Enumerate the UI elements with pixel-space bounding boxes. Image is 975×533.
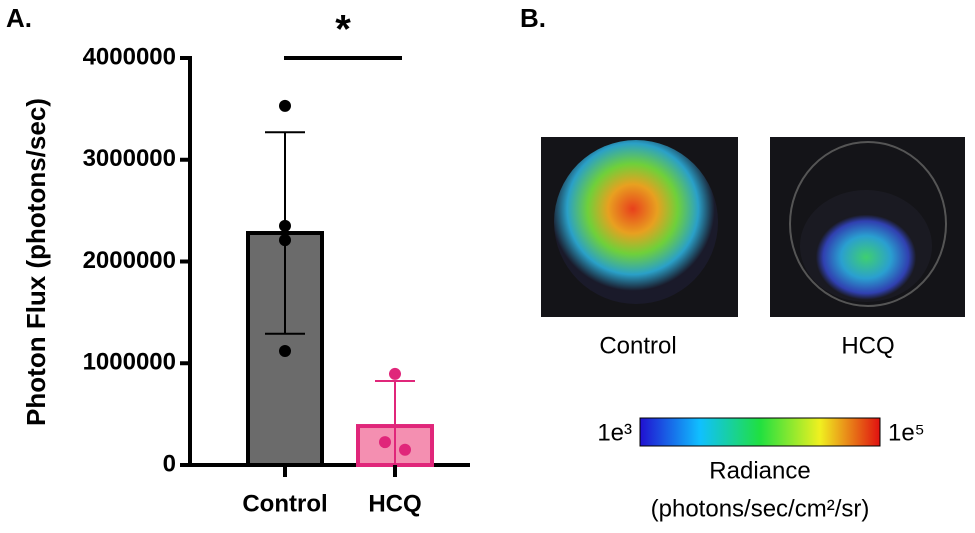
- data-point: [279, 219, 291, 232]
- data-point: [279, 99, 291, 112]
- colorbar-title: Radiance: [709, 457, 810, 484]
- y-tick-label: 2000000: [83, 247, 176, 274]
- colorbar-max: 1e⁵: [888, 419, 925, 446]
- data-point: [279, 345, 291, 358]
- y-tick-label: 1000000: [83, 349, 176, 376]
- x-tick-label: HCQ: [368, 490, 421, 517]
- data-point: [399, 443, 411, 456]
- colorbar: [639, 417, 881, 447]
- y-axis-label: Photon Flux (photons/sec): [21, 98, 51, 426]
- colorbar-units: (photons/sec/cm²/sr): [651, 495, 870, 522]
- data-point: [389, 367, 401, 380]
- y-tick-label: 3000000: [83, 145, 176, 172]
- y-tick-label: 4000000: [83, 43, 176, 70]
- data-point: [379, 436, 391, 449]
- panel-label: A.: [6, 3, 32, 33]
- image-label: HCQ: [841, 332, 894, 359]
- image-control: [541, 137, 738, 317]
- image-label: Control: [599, 332, 676, 359]
- data-point: [279, 234, 291, 247]
- x-tick-label: Control: [242, 490, 327, 517]
- significance-mark: *: [335, 8, 351, 52]
- panel-label: B.: [520, 3, 546, 33]
- colorbar-min: 1e³: [597, 419, 632, 446]
- y-tick-label: 0: [163, 450, 176, 477]
- image-hcq: [770, 137, 965, 317]
